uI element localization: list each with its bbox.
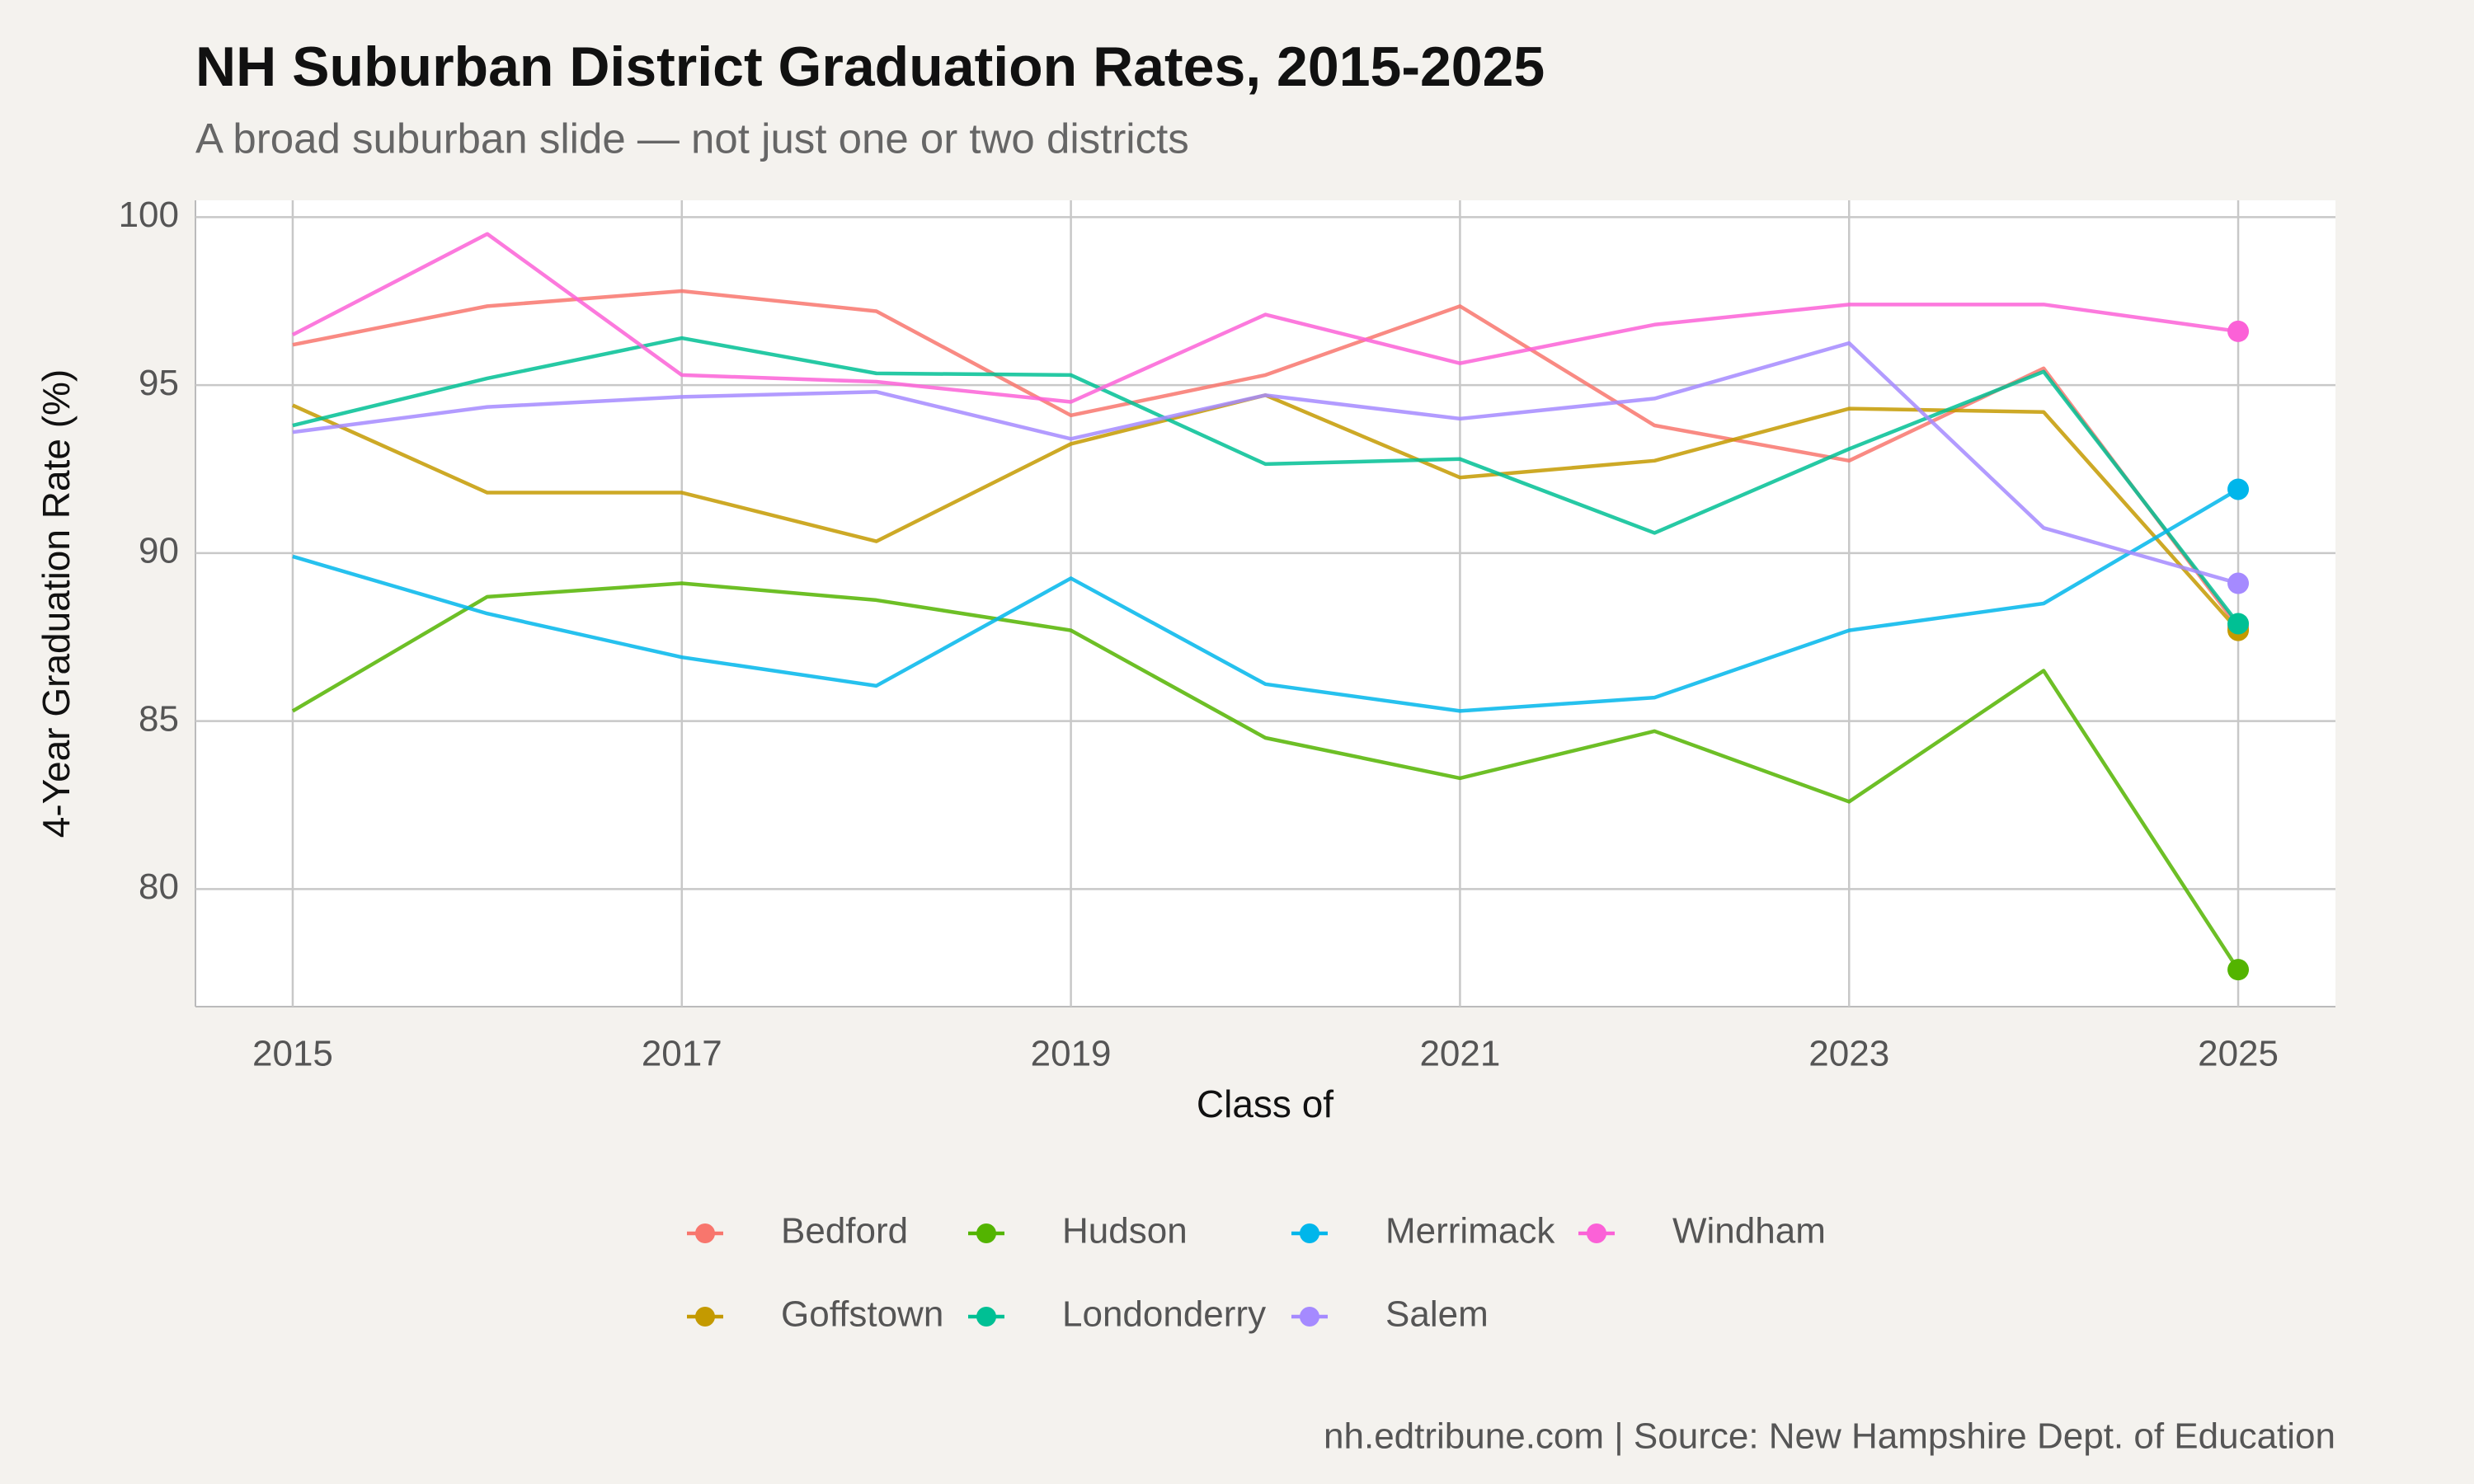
legend-key-point [695, 1307, 715, 1327]
chart-title: NH Suburban District Graduation Rates, 2… [195, 35, 1545, 98]
legend-key-point [976, 1223, 996, 1243]
legend-label: Merrimack [1385, 1211, 1555, 1252]
series-line [291, 581, 2240, 971]
legend-label: Hudson [1062, 1211, 1188, 1252]
legend-key-point [1587, 1223, 1606, 1243]
end-marker [2227, 959, 2250, 981]
x-tick-label: 2015 [252, 1034, 333, 1074]
end-marker [2227, 572, 2250, 594]
chart-subtitle: A broad suburban slide — not just one or… [195, 115, 1189, 162]
series-line [292, 487, 2240, 713]
series-line [291, 232, 2239, 404]
y-tick-label: 95 [139, 363, 179, 403]
legend-key-point [976, 1307, 996, 1327]
caption: nh.edtribune.com | Source: New Hampshire… [1324, 1416, 2335, 1457]
y-axis-label: 4-Year Graduation Rate (%) [35, 369, 78, 838]
legend-label: Bedford [781, 1211, 908, 1252]
end-marker [2227, 613, 2250, 635]
y-tick-label: 90 [139, 531, 179, 571]
legend-key-point [1300, 1307, 1319, 1327]
x-tick-label: 2021 [1419, 1034, 1500, 1074]
series-line [292, 289, 2240, 628]
y-tick-label: 85 [139, 698, 179, 739]
x-tick-label: 2019 [1031, 1034, 1112, 1074]
end-marker [2227, 478, 2250, 500]
x-axis-label: Class of [1197, 1082, 1333, 1125]
x-tick-label: 2023 [1808, 1034, 1889, 1074]
y-tick-label: 100 [119, 195, 179, 235]
series-line [292, 336, 2240, 625]
x-tick-label: 2017 [642, 1034, 722, 1074]
legend-key-point [695, 1223, 715, 1243]
legend-key-point [1300, 1223, 1319, 1243]
legend-label: Goffstown [781, 1294, 943, 1335]
series-line [292, 340, 2239, 585]
x-tick-label: 2025 [2198, 1034, 2279, 1074]
end-marker [2227, 320, 2250, 342]
legend-label: Salem [1385, 1294, 1489, 1335]
legend-label: Windham [1672, 1211, 1826, 1252]
legend-label: Londonderry [1062, 1294, 1266, 1335]
plot-panel [195, 200, 2335, 1007]
y-tick-label: 80 [139, 866, 179, 907]
